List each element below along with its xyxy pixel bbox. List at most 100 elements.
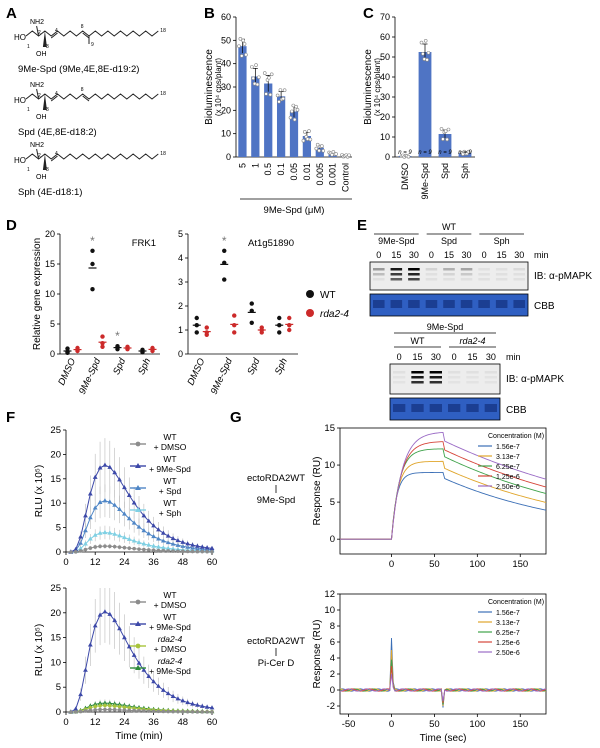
panel-letter-f: F bbox=[6, 409, 15, 426]
data-point bbox=[160, 545, 166, 550]
data-point bbox=[239, 54, 244, 58]
atom-number-8: 8 bbox=[81, 24, 84, 30]
compound-name-0: 9Me-Spd (9Me,4E,8E-d19:2) bbox=[18, 64, 139, 75]
data-point bbox=[301, 138, 306, 143]
x-tick-label: 60 bbox=[207, 717, 218, 728]
time-label: 30 bbox=[431, 352, 441, 362]
data-point bbox=[425, 58, 429, 62]
y-tick-label: 15 bbox=[324, 423, 335, 434]
x-tick-label: Control bbox=[341, 163, 351, 192]
data-point bbox=[161, 709, 166, 714]
band bbox=[448, 371, 461, 374]
data-point bbox=[112, 704, 117, 708]
atom-number-2: 2 bbox=[38, 30, 41, 36]
y-tick-label: 6 bbox=[330, 637, 335, 648]
data-point bbox=[146, 709, 151, 713]
data-point bbox=[108, 544, 112, 549]
y-axis-title: RLU (x 10⁵) bbox=[34, 465, 45, 518]
data-point bbox=[141, 528, 147, 533]
data-point bbox=[151, 533, 156, 539]
data-point bbox=[334, 152, 338, 156]
x-tick-label: 9Me-Spd bbox=[77, 356, 104, 396]
atom-label-nh2: NH2 bbox=[30, 19, 44, 26]
y-tick-label: -2 bbox=[327, 701, 335, 712]
x-tick-label: -50 bbox=[342, 719, 356, 730]
data-point bbox=[137, 547, 141, 551]
chain-bond bbox=[25, 30, 159, 37]
legend-label: WT bbox=[320, 290, 336, 301]
band bbox=[411, 376, 424, 379]
data-point bbox=[146, 542, 152, 547]
data-point bbox=[112, 707, 117, 712]
y-tick-label: 5 bbox=[50, 319, 55, 329]
time-label: 15 bbox=[497, 250, 507, 260]
time-label: 30 bbox=[486, 352, 496, 362]
data-point bbox=[320, 144, 324, 148]
x-tick-label: 150 bbox=[512, 559, 528, 570]
y-tick-label: 30 bbox=[221, 82, 231, 92]
band bbox=[466, 371, 479, 374]
time-label: 15 bbox=[467, 352, 477, 362]
x-tick-label: 0.01 bbox=[302, 163, 312, 181]
y-axis-title: Bioluminescence bbox=[363, 49, 374, 125]
data-point bbox=[97, 612, 103, 617]
plot-frame bbox=[339, 427, 547, 555]
panel-f-bottom-chart: 0 5 10 15 20 25 0 12 24 36 48 60 RLU (x 10⁵) Time (mi… bbox=[34, 583, 217, 742]
time-label: 15 bbox=[412, 352, 422, 362]
x-tick-label: 1 bbox=[250, 163, 260, 168]
x-tick-label: Sph bbox=[136, 357, 153, 377]
legend-marker bbox=[135, 643, 141, 649]
construct-label: ectoRDA2WT bbox=[247, 473, 305, 484]
band bbox=[513, 273, 525, 276]
data-point bbox=[131, 500, 137, 505]
hydroxyl-wedge bbox=[42, 94, 47, 110]
legend-title: Concentration (M) bbox=[488, 599, 544, 606]
data-point bbox=[141, 513, 147, 518]
data-point bbox=[102, 529, 108, 535]
double-bond-4 bbox=[50, 155, 58, 162]
panel-c-chart: 0 10 20 30 40 50 60 70 DMSO n = 9 9Me-Spd n = 9 Spd n… bbox=[363, 12, 475, 200]
legend-label-line1: WT bbox=[163, 476, 176, 486]
x-tick-label: 100 bbox=[469, 559, 485, 570]
data-point bbox=[445, 137, 449, 142]
data-point bbox=[170, 546, 176, 551]
x-tick-label: 0.005 bbox=[315, 163, 325, 186]
y-tick-label: 5 bbox=[330, 497, 335, 508]
data-point bbox=[210, 549, 214, 554]
data-point-WT bbox=[65, 346, 70, 351]
data-point bbox=[275, 93, 280, 98]
data-point bbox=[314, 146, 319, 151]
data-point bbox=[112, 544, 117, 549]
data-point bbox=[255, 82, 260, 87]
legend-label: 1.56e-7 bbox=[496, 610, 520, 617]
data-point bbox=[238, 37, 243, 41]
y-tick-label: 2 bbox=[330, 669, 335, 680]
x-tick-label: 0 bbox=[63, 557, 68, 568]
data-point bbox=[347, 153, 351, 158]
band bbox=[443, 273, 455, 276]
data-point bbox=[92, 623, 98, 628]
data-point bbox=[181, 709, 185, 714]
legend-label: 1.56e-7 bbox=[496, 444, 520, 451]
data-point bbox=[87, 491, 93, 496]
data-point-WT bbox=[90, 248, 95, 253]
y-tick-label: 20 bbox=[45, 229, 55, 239]
data-point bbox=[195, 710, 200, 714]
data-point bbox=[117, 708, 122, 712]
data-point bbox=[87, 642, 93, 647]
data-point bbox=[146, 673, 152, 678]
data-point bbox=[190, 542, 195, 547]
panel-letter-g: G bbox=[230, 409, 242, 426]
cbb-band bbox=[513, 300, 525, 308]
x-tick-label: DMSO bbox=[400, 163, 410, 190]
data-point bbox=[92, 474, 98, 479]
data-point bbox=[209, 545, 215, 550]
band bbox=[393, 376, 406, 379]
data-point bbox=[199, 703, 205, 708]
atom-label-oh: OH bbox=[36, 174, 47, 181]
legend-label: 1.25e-6 bbox=[496, 640, 520, 647]
x-tick-label: 0 bbox=[63, 717, 68, 728]
data-point bbox=[78, 540, 83, 545]
data-point bbox=[180, 698, 186, 703]
